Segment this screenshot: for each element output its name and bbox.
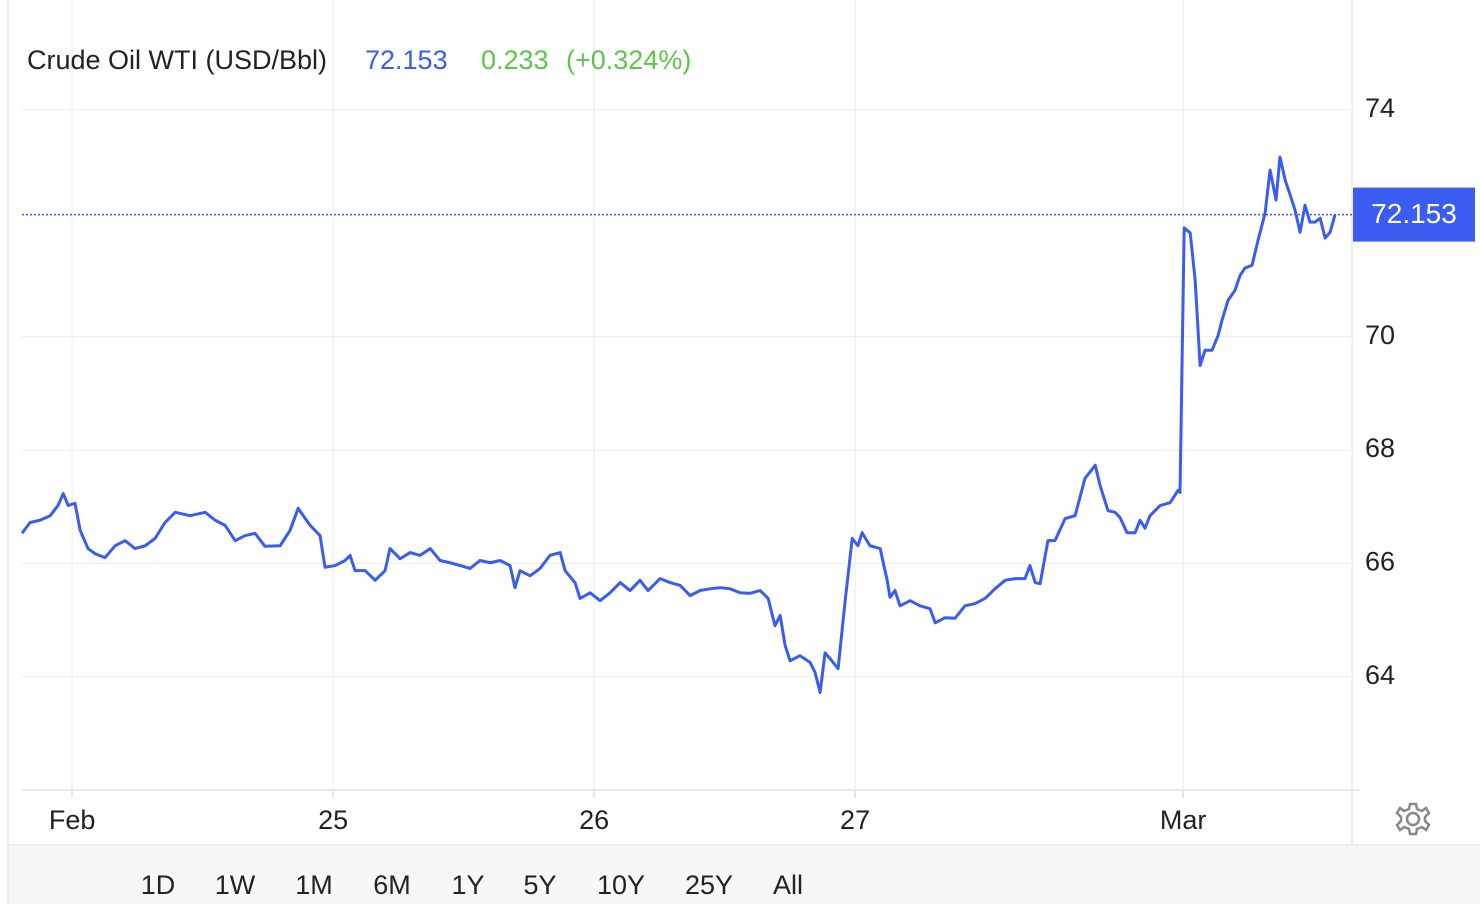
x-tick-label: 27	[840, 805, 870, 835]
range-button[interactable]: All	[773, 870, 803, 900]
gear-outline	[1395, 802, 1431, 836]
range-button[interactable]: 1Y	[451, 870, 484, 900]
range-buttons: 1D 1W 1M 6M 1Y 5Y 10Y 25Y All	[141, 870, 803, 900]
x-tick-label: Mar	[1160, 805, 1207, 835]
x-tick-label: 26	[579, 805, 609, 835]
last-price-label: 72.153	[1371, 198, 1457, 229]
last-price-badge	[1353, 187, 1475, 242]
range-button[interactable]: 1D	[141, 870, 176, 900]
y-tick-label: 66	[1365, 546, 1395, 576]
x-tick-label: 25	[318, 805, 348, 835]
footer-bar	[8, 845, 1480, 904]
settings-icon[interactable]	[1395, 802, 1431, 836]
header-change: 0.233	[481, 45, 549, 75]
range-button[interactable]: 10Y	[597, 870, 645, 900]
y-tick-label: 74	[1365, 93, 1395, 123]
range-button[interactable]: 1W	[215, 870, 256, 900]
range-button[interactable]: 1M	[295, 870, 333, 900]
y-tick-label: 64	[1365, 660, 1395, 690]
price-line	[20, 155, 1337, 695]
range-button[interactable]: 6M	[373, 870, 411, 900]
range-button[interactable]: 25Y	[685, 870, 733, 900]
instrument-name: Crude Oil WTI (USD/Bbl)	[27, 45, 327, 75]
gear-hub	[1405, 811, 1421, 827]
header-price: 72.153	[365, 45, 448, 75]
y-tick-label: 68	[1365, 433, 1395, 463]
plot: Feb 25 26 27 Mar 64 66 68 70 74 72.153	[20, 0, 1475, 835]
header-change-percent: (+0.324%)	[566, 45, 691, 75]
range-button[interactable]: 5Y	[523, 870, 556, 900]
x-tick-label: Feb	[49, 805, 96, 835]
y-tick-label: 70	[1365, 320, 1395, 350]
